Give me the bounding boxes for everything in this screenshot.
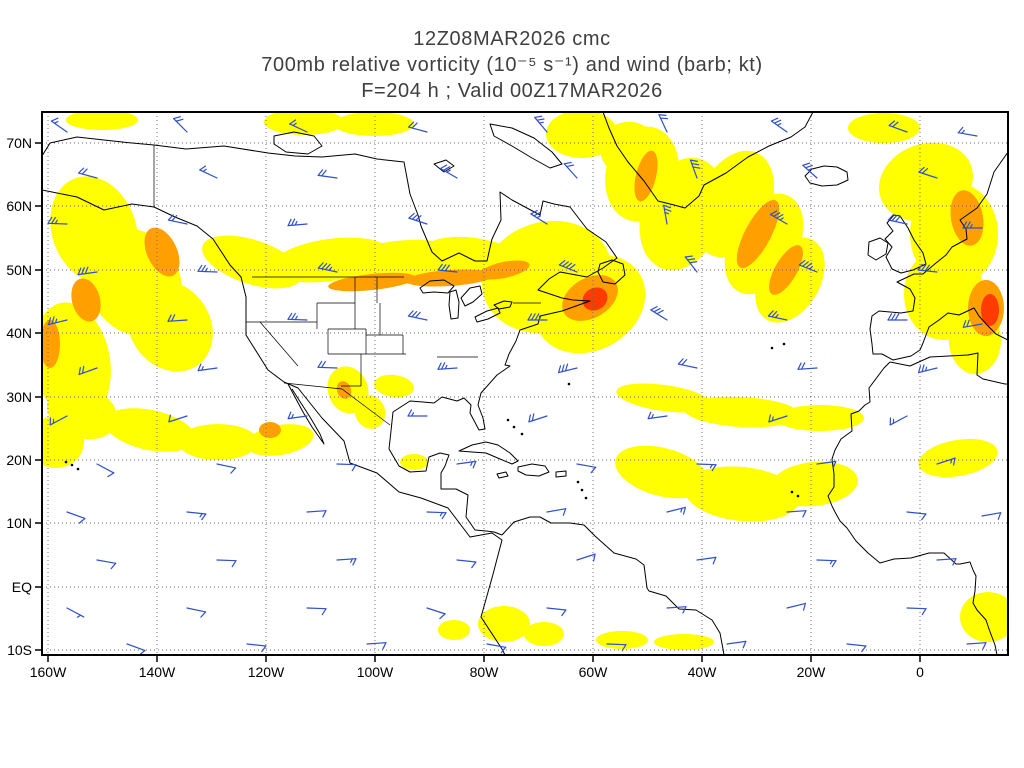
lon-label: 100W [357, 664, 394, 680]
vorticity-shading [42, 112, 1008, 650]
axis-labels: 70N 60N 50N 40N 30N 20N 10N EQ 10S 160W 140W 120W 10… [6, 135, 924, 680]
lat-label: 10S [7, 642, 32, 658]
coastlines [42, 112, 1008, 655]
lat-label: EQ [12, 579, 32, 595]
map-frame [41, 111, 1009, 656]
lat-label: 20N [6, 452, 32, 468]
lon-label: 80W [470, 664, 500, 680]
chart-titles: 12Z08MAR2026 cmc 700mb relative vorticit… [0, 26, 1024, 104]
lon-label: 140W [139, 664, 176, 680]
lon-label: 40W [688, 664, 718, 680]
lat-label: 30N [6, 389, 32, 405]
lon-label: 60W [579, 664, 609, 680]
title-init-model: 12Z08MAR2026 cmc [413, 28, 611, 50]
title-valid-line: F=204 h ; Valid 00Z17MAR2026 [361, 80, 663, 102]
wind-barbs [47, 114, 1002, 655]
map-plot-area: 70N 60N 50N 40N 30N 20N 10N EQ 10S 160W 140W 120W 10… [6, 111, 1009, 680]
lon-label: 0 [916, 664, 924, 680]
title-field-line: 700mb relative vorticity (10⁻⁵ s⁻¹) and … [261, 54, 763, 76]
lat-label: 10N [6, 515, 32, 531]
grid-lines [42, 112, 1008, 655]
lon-label: 160W [30, 664, 67, 680]
axis-ticks [35, 142, 921, 662]
lat-label: 40N [6, 325, 32, 341]
political-borders [153, 145, 541, 426]
island-dots [64, 342, 800, 500]
lon-label: 20W [797, 664, 827, 680]
lon-label: 120W [248, 664, 285, 680]
lat-label: 60N [6, 198, 32, 214]
lat-label: 70N [6, 135, 32, 151]
lat-label: 50N [6, 262, 32, 278]
